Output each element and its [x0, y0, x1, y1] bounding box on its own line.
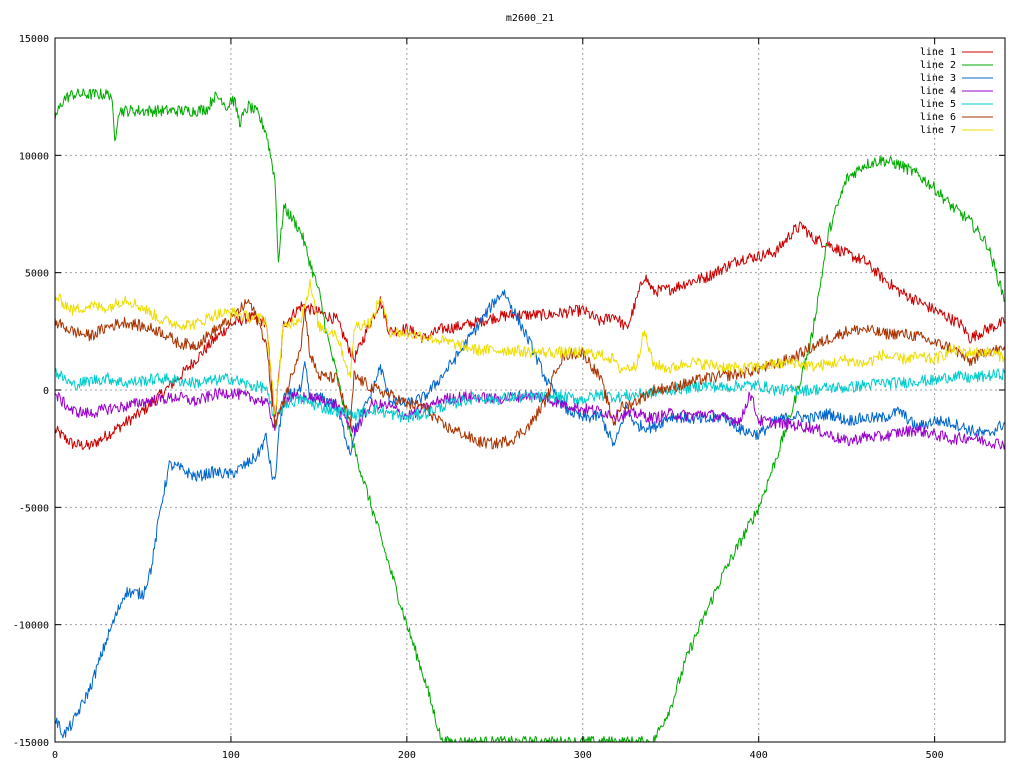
series-line-6 [54, 299, 1006, 450]
y-axis: -15000 -10000 -5000 0 5000 10000 15000 [13, 34, 1005, 749]
x-tick-label: 400 [750, 750, 768, 761]
chart-title: m2600_21 [506, 13, 554, 24]
x-tick-label: 200 [398, 750, 416, 761]
x-axis: 0 100 200 300 400 500 [52, 38, 944, 761]
series-line-2 [54, 88, 1006, 743]
legend-label: line 6 [920, 112, 956, 123]
y-tick-label: 5000 [25, 269, 49, 280]
x-tick-label: 100 [222, 750, 240, 761]
legend-label: line 4 [920, 86, 956, 97]
y-tick-label: 10000 [19, 151, 49, 162]
legend-label: line 2 [920, 60, 956, 71]
series-layer [54, 88, 1006, 743]
y-tick-label: -15000 [13, 738, 49, 749]
legend-label: line 7 [920, 125, 956, 136]
y-tick-label: 15000 [19, 34, 49, 45]
y-tick-label: -10000 [13, 621, 49, 632]
series-line-1 [54, 221, 1006, 450]
x-tick-label: 500 [926, 750, 944, 761]
x-tick-label: 300 [574, 750, 592, 761]
legend-label: line 3 [920, 73, 956, 84]
y-tick-label: -5000 [19, 503, 49, 514]
legend-label: line 1 [920, 47, 956, 58]
legend: line 1 line 2 line 3 line 4 line 5 line 6 line… [920, 47, 993, 136]
x-tick-label: 0 [52, 750, 58, 761]
y-tick-label: 0 [43, 386, 49, 397]
series-line-5 [54, 367, 1006, 429]
series-line-3 [54, 289, 1006, 739]
grid [55, 38, 1005, 742]
series-line-4 [54, 387, 1006, 450]
legend-label: line 5 [920, 99, 956, 110]
series-line-7 [54, 278, 1006, 415]
